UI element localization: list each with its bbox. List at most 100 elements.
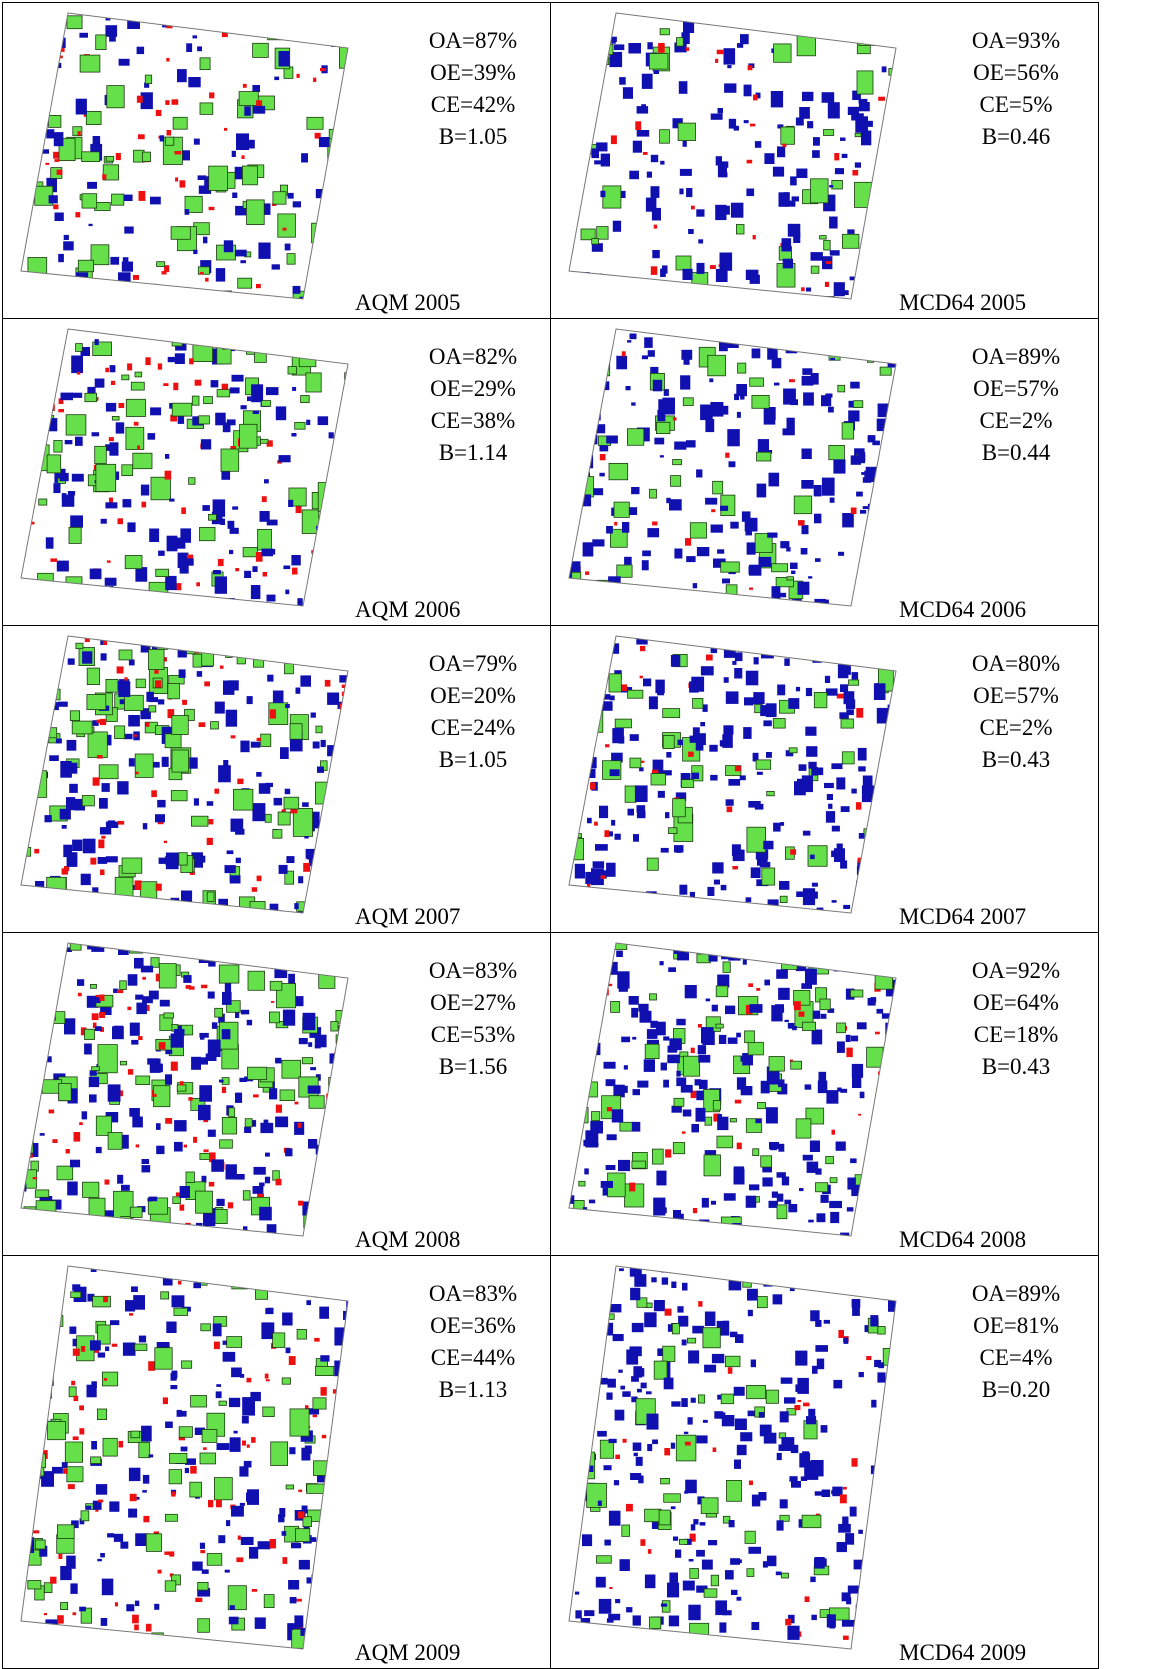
patch xyxy=(748,1310,753,1316)
patch xyxy=(126,399,145,416)
patch xyxy=(143,1475,149,1484)
patch xyxy=(636,1457,643,1466)
patch xyxy=(669,828,678,834)
patch xyxy=(33,1407,42,1413)
patch xyxy=(38,573,54,584)
patch xyxy=(21,461,24,463)
patch xyxy=(692,1638,710,1648)
patches xyxy=(19,637,364,933)
patch xyxy=(700,722,705,726)
patch xyxy=(189,757,197,768)
stat-line: B=1.14 xyxy=(408,437,538,469)
patch xyxy=(600,454,606,460)
patch xyxy=(712,862,723,873)
patch xyxy=(778,1144,784,1152)
patch xyxy=(640,676,643,679)
map-panel: OA=93%OE=56%CE=5%B=0.46MCD64 2005 xyxy=(550,2,1099,319)
patch xyxy=(669,499,682,510)
patch xyxy=(899,887,907,892)
patch xyxy=(172,1371,178,1379)
patch xyxy=(729,461,736,467)
patch xyxy=(165,137,174,145)
patch xyxy=(125,695,144,710)
patch xyxy=(865,580,873,589)
patch xyxy=(145,1641,160,1652)
patch xyxy=(825,676,830,683)
patch xyxy=(298,1201,303,1206)
patch xyxy=(842,234,859,248)
patch xyxy=(693,583,697,588)
patch xyxy=(661,1478,670,1484)
patch xyxy=(824,130,834,136)
patch xyxy=(739,301,748,311)
patch xyxy=(652,1149,663,1164)
patch xyxy=(216,268,225,282)
patch xyxy=(97,1559,102,1561)
patch xyxy=(830,250,840,255)
patch xyxy=(805,1084,812,1089)
patch xyxy=(858,1114,861,1116)
patch xyxy=(892,749,897,753)
patch xyxy=(344,1268,356,1275)
patch xyxy=(613,1334,624,1341)
patch xyxy=(106,679,118,692)
patch xyxy=(583,986,591,995)
patch xyxy=(875,967,893,990)
patch xyxy=(339,412,345,418)
patch xyxy=(652,1440,658,1445)
patch xyxy=(24,655,29,659)
patch xyxy=(747,827,766,852)
patch xyxy=(31,696,37,701)
patch xyxy=(215,702,225,714)
stat-line: CE=2% xyxy=(951,712,1081,744)
patch xyxy=(591,1301,599,1306)
patch xyxy=(801,287,805,291)
patch xyxy=(141,966,153,973)
patch xyxy=(177,1085,186,1091)
patch xyxy=(780,541,789,548)
patch xyxy=(83,302,94,315)
patch xyxy=(615,1599,620,1603)
map-panel: OA=89%OE=81%CE=4%B=0.20MCD64 2009 xyxy=(550,1255,1099,1669)
patch xyxy=(738,301,749,316)
patch xyxy=(208,958,215,966)
patch xyxy=(601,1378,608,1385)
patch xyxy=(880,956,892,969)
patch xyxy=(128,593,138,600)
patch xyxy=(877,330,884,337)
patch xyxy=(109,437,114,441)
patch xyxy=(66,1149,70,1154)
patch xyxy=(900,720,912,730)
patch xyxy=(850,1507,857,1517)
patch xyxy=(234,1431,238,1434)
patch xyxy=(127,1223,134,1232)
patch xyxy=(767,345,778,359)
patch xyxy=(842,154,848,158)
patch xyxy=(107,560,111,562)
patch xyxy=(319,873,328,878)
patch xyxy=(269,1088,277,1099)
patch xyxy=(99,1012,105,1018)
patch xyxy=(651,1277,656,1282)
patch xyxy=(691,206,695,210)
patch xyxy=(828,407,834,413)
patch xyxy=(820,999,830,1010)
patch xyxy=(280,22,298,38)
patch xyxy=(112,1344,118,1347)
patch xyxy=(266,783,274,787)
patch xyxy=(262,549,274,557)
patch xyxy=(723,1321,729,1326)
patches xyxy=(568,328,916,623)
patch xyxy=(180,1081,184,1085)
patch xyxy=(756,760,771,769)
patch xyxy=(267,595,276,602)
patch xyxy=(307,21,312,23)
patch xyxy=(886,529,895,534)
patch xyxy=(92,432,100,436)
patch xyxy=(87,894,94,898)
patch xyxy=(166,1322,176,1334)
patch xyxy=(146,722,150,727)
patch xyxy=(87,182,97,189)
patch xyxy=(803,1022,816,1030)
patch xyxy=(766,1390,778,1403)
